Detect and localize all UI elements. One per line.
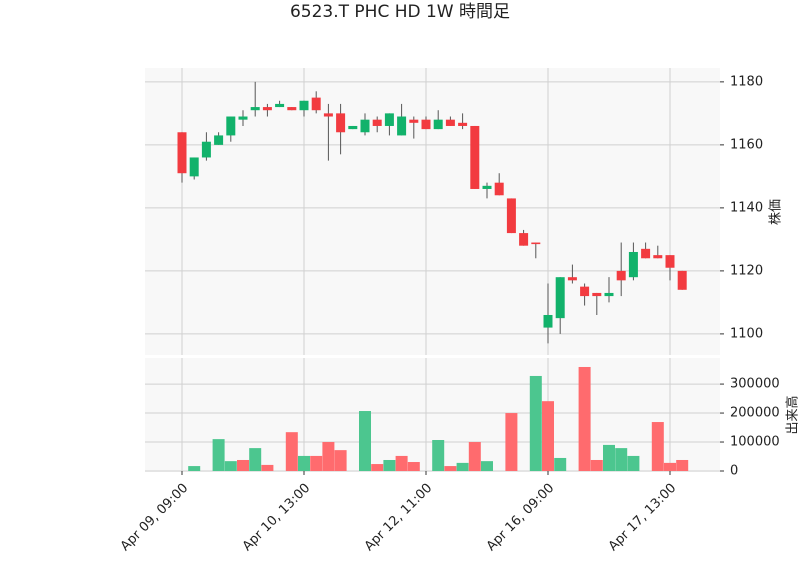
x-tick-label: Apr 12, 11:00 <box>362 481 435 554</box>
candle-body <box>458 123 467 126</box>
volume-bar <box>225 461 237 471</box>
candle-body <box>178 132 187 173</box>
volume-bar <box>469 442 481 471</box>
candle-body <box>239 117 248 120</box>
x-tick-label: Apr 17, 13:00 <box>606 481 679 554</box>
volume-bar <box>310 456 322 471</box>
candle-body <box>495 183 504 196</box>
y-tick-label: 1160 <box>730 137 763 152</box>
volume-bar <box>505 413 517 471</box>
candle-body <box>592 293 601 296</box>
candle-body <box>397 117 406 136</box>
candle-body <box>263 107 272 110</box>
volume-bar <box>542 401 554 471</box>
volume-bar <box>676 460 688 471</box>
candle-body <box>617 271 626 280</box>
candle-body <box>653 255 662 258</box>
volume-bar <box>432 440 444 471</box>
y-tick-label: 300000 <box>730 377 780 392</box>
volume-bar <box>444 466 456 471</box>
candle-body <box>226 117 235 136</box>
candle-body <box>580 287 589 296</box>
volume-bar <box>664 463 676 471</box>
volume-bar <box>286 432 298 471</box>
volume-bar <box>627 456 639 471</box>
candle-body <box>348 126 357 129</box>
candle-body <box>678 271 687 290</box>
volume-bar <box>603 445 615 471</box>
candle-body <box>190 157 199 176</box>
candle-body <box>531 243 540 245</box>
volume-bar <box>298 456 310 471</box>
candle-body <box>275 104 284 107</box>
candle-body <box>434 120 443 129</box>
x-tick-label: Apr 16, 09:00 <box>484 481 557 554</box>
x-tick-label: Apr 09, 09:00 <box>118 481 191 554</box>
volume-bar <box>261 465 273 471</box>
volume-bar <box>615 448 627 471</box>
candle-body <box>312 98 321 111</box>
candle-body <box>300 101 309 110</box>
candle-body <box>373 120 382 126</box>
volume-bar <box>359 411 371 471</box>
volume-bar <box>249 448 261 471</box>
volume-bar <box>383 460 395 471</box>
y-axis-label: 株価 <box>769 199 784 225</box>
candle-body <box>251 107 260 110</box>
y-tick-label: 1100 <box>730 326 763 341</box>
candle-body <box>483 186 492 189</box>
candle-body <box>605 293 614 296</box>
volume-bar <box>213 439 225 471</box>
candle-body <box>202 142 211 158</box>
candle-body <box>287 107 296 110</box>
volume-bar <box>652 422 664 471</box>
candle-body <box>641 249 650 258</box>
candle-body <box>568 277 577 280</box>
volume-bar <box>237 460 249 471</box>
candle-body <box>361 120 370 133</box>
y-tick-label: 200000 <box>730 406 780 421</box>
volume-bar <box>322 442 334 471</box>
y-tick-label: 1120 <box>730 263 763 278</box>
y-tick-label: 1180 <box>730 74 763 89</box>
volume-bar <box>530 376 542 471</box>
candle-body <box>666 255 675 268</box>
candle-body <box>629 252 638 277</box>
volume-bar <box>335 450 347 471</box>
candle-body <box>544 315 553 328</box>
y-tick-label: 100000 <box>730 435 780 450</box>
candle-body <box>507 198 516 233</box>
volume-bar <box>408 462 420 471</box>
volume-bar <box>554 458 566 471</box>
candle-body <box>470 126 479 189</box>
candle-body <box>446 120 455 126</box>
volume-bar <box>591 460 603 471</box>
price-panel <box>145 68 720 355</box>
candle-body <box>556 277 565 318</box>
candle-body <box>324 113 333 116</box>
candle-body <box>422 120 431 129</box>
chart-title: 6523.T PHC HD 1W 時間足 <box>290 2 510 22</box>
candle-body <box>385 113 394 126</box>
candle-body <box>409 120 418 123</box>
y-tick-label: 1140 <box>730 200 763 215</box>
y-axis-label: 出来高 <box>785 395 800 434</box>
candle-body <box>336 113 345 132</box>
x-tick-label: Apr 10, 13:00 <box>240 481 313 554</box>
volume-bar <box>188 466 200 471</box>
y-tick-label: 0 <box>730 464 738 479</box>
volume-bar <box>396 456 408 471</box>
volume-bar <box>457 463 469 471</box>
candle-body <box>519 233 528 246</box>
volume-bar <box>481 461 493 471</box>
candle-body <box>214 135 223 144</box>
volume-bar <box>371 464 383 471</box>
volume-bar <box>579 367 591 471</box>
